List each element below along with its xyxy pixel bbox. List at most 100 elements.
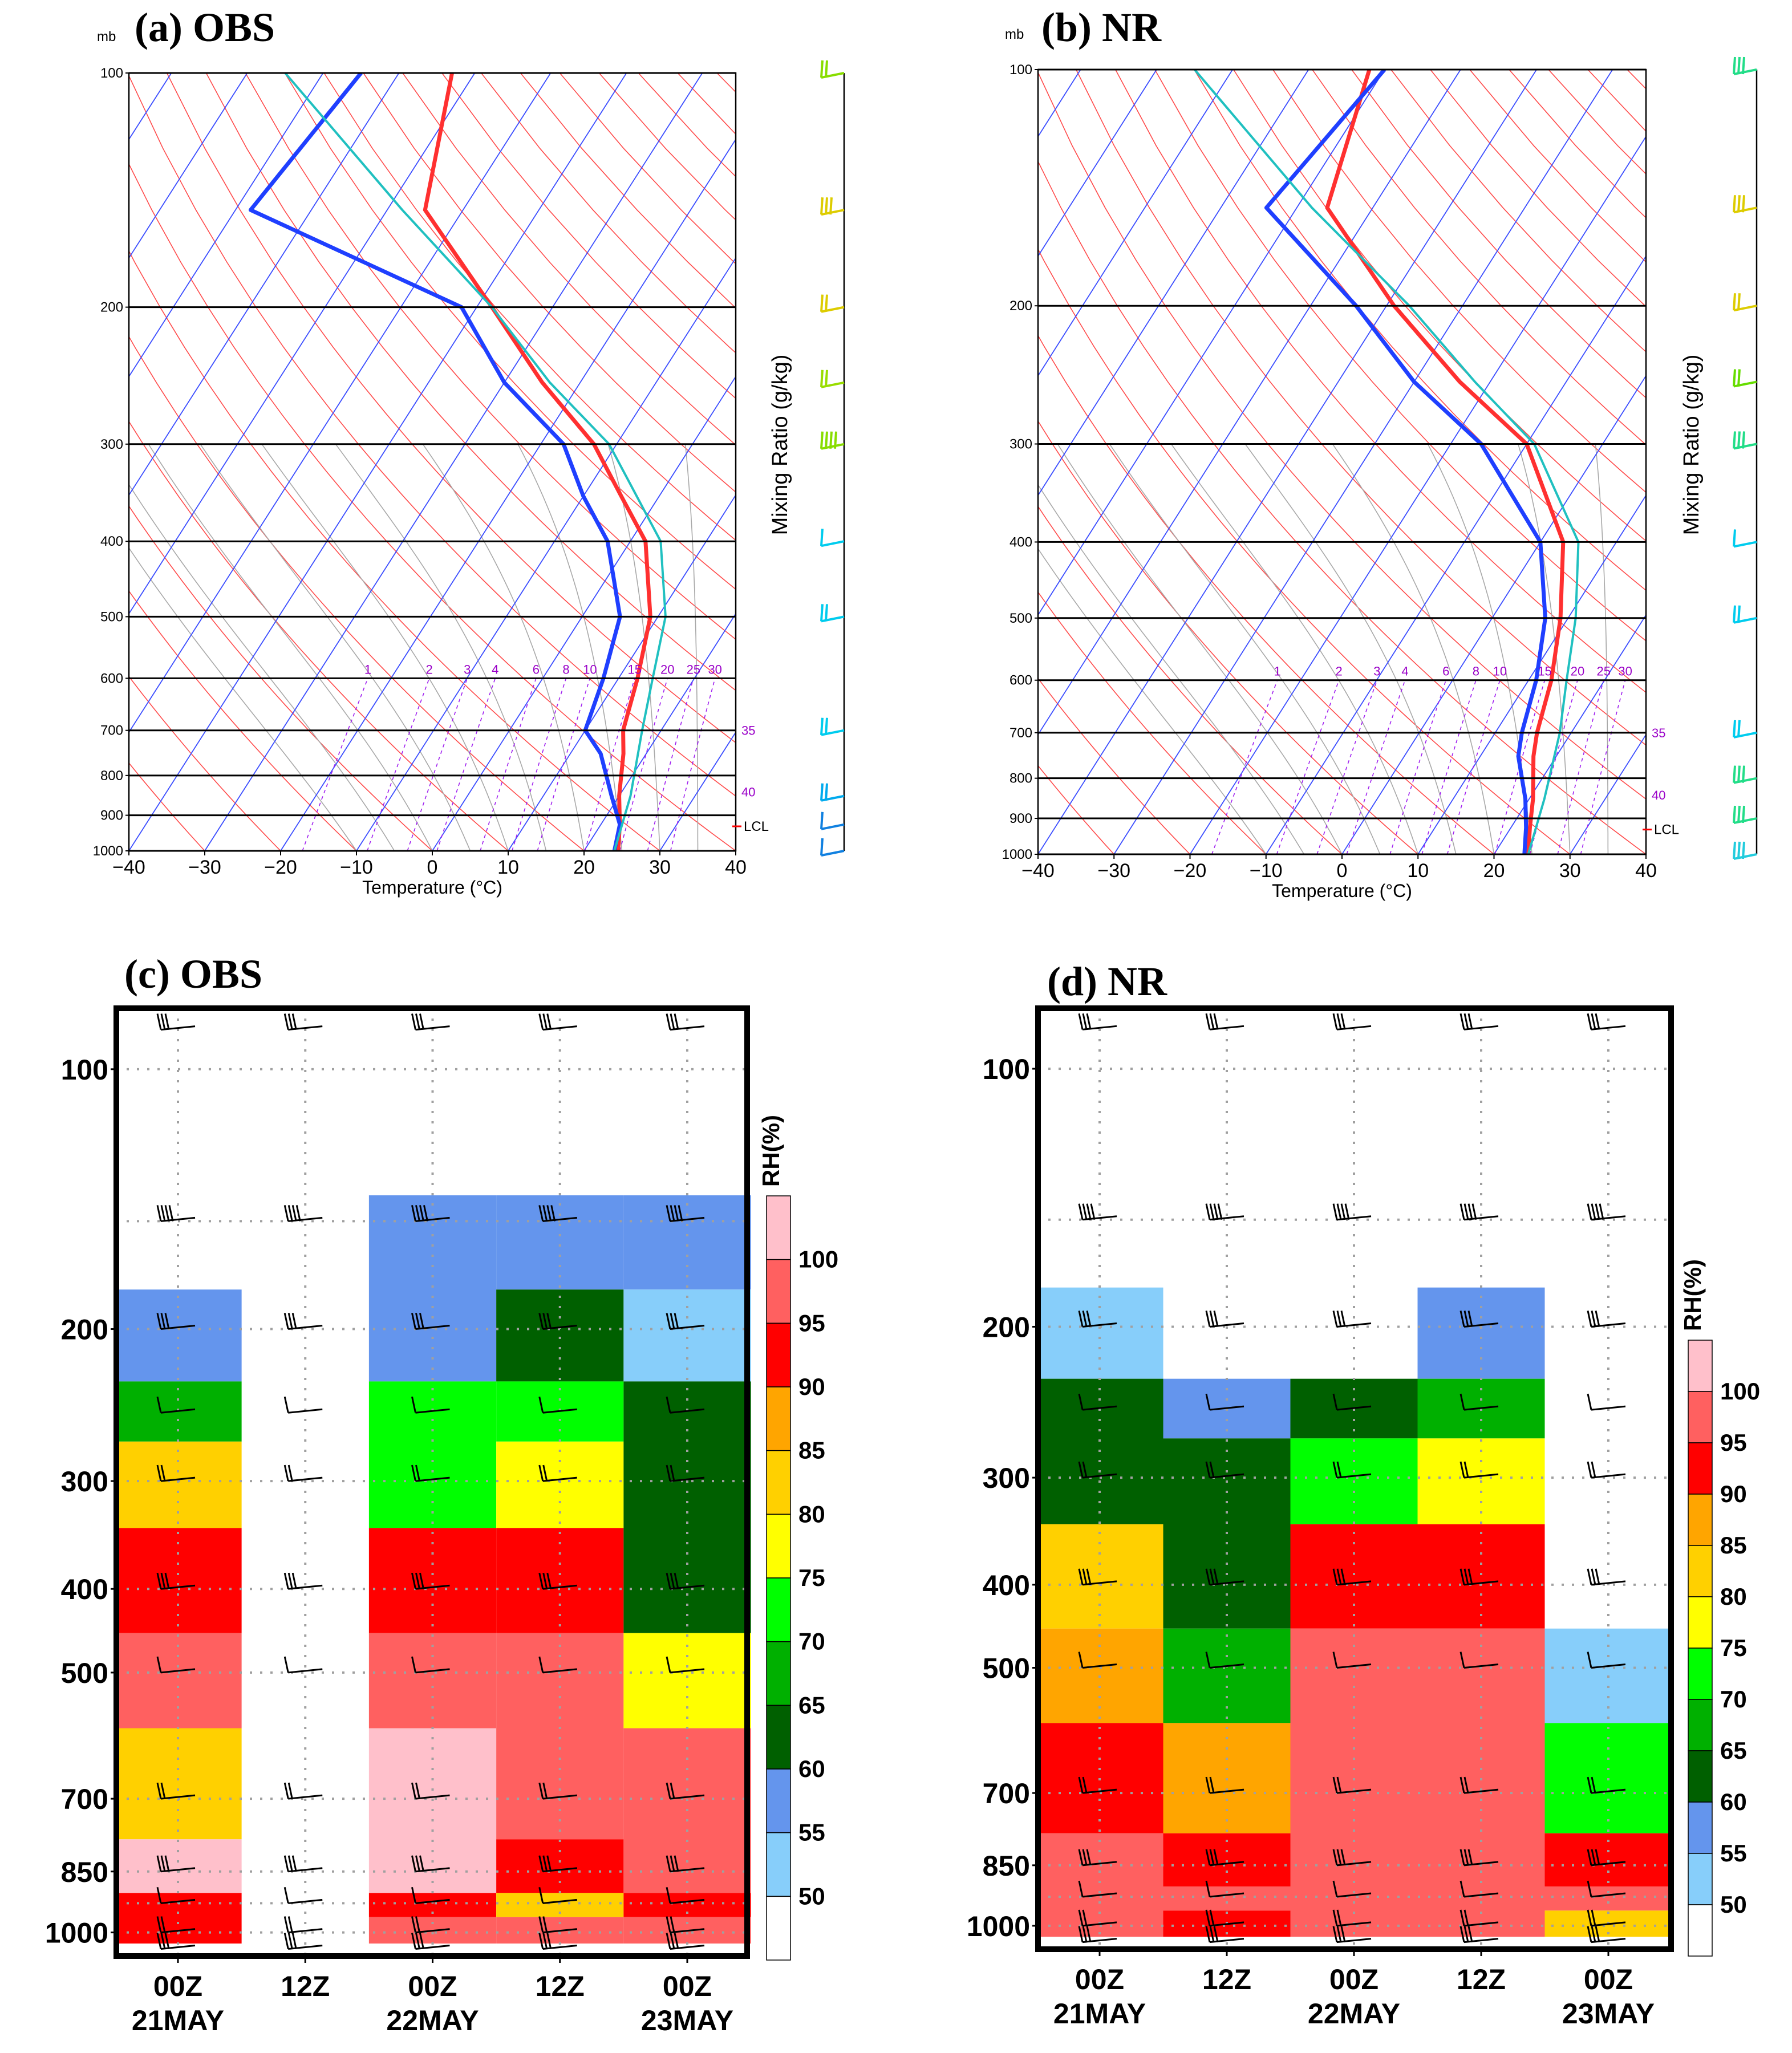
barb-feather — [1213, 1310, 1219, 1327]
isotherm — [129, 73, 248, 259]
barb-shaft — [670, 1794, 705, 1800]
moist-adiabat — [1038, 547, 1267, 854]
barb-feather — [1332, 1909, 1338, 1926]
barb-feather — [1332, 1203, 1338, 1220]
dry-adiabat — [1038, 677, 1191, 854]
barb-feather — [538, 1205, 544, 1222]
time-tick-label: 12Z — [1202, 1963, 1251, 1995]
wind-barb — [1733, 765, 1757, 784]
barb-feather — [1086, 1926, 1092, 1942]
barb-feather — [1467, 1568, 1473, 1585]
barb-feather — [1205, 1926, 1211, 1942]
barb-feather — [670, 1916, 675, 1933]
barb-feather — [1205, 1849, 1211, 1866]
barb-shaft — [1463, 1788, 1499, 1794]
barb-feather — [1340, 1568, 1346, 1585]
barb-shaft — [1591, 1215, 1626, 1221]
wind-barb — [1459, 1776, 1499, 1794]
dry-adiabat — [129, 163, 736, 851]
barb-shaft — [1336, 1215, 1372, 1221]
barb-feather — [156, 1396, 162, 1413]
barb-feather — [1467, 1013, 1473, 1030]
barb-feather — [1332, 1310, 1338, 1327]
barb-feather — [1336, 1013, 1342, 1030]
wind-barb — [411, 1782, 450, 1800]
barb-feather — [283, 1205, 289, 1222]
barb-feather — [1082, 1013, 1088, 1030]
mixing-ratio-label: 25 — [1596, 664, 1610, 679]
barb-shaft — [1336, 1473, 1372, 1479]
barb-shaft — [415, 1216, 450, 1222]
wind-barb — [1332, 1776, 1372, 1794]
dry-adiabat — [1038, 765, 1114, 854]
wind-barb — [1733, 841, 1757, 860]
barb-feather — [1737, 293, 1741, 311]
wind-barb — [538, 1933, 577, 1950]
wind-barb — [538, 1396, 577, 1414]
panel-title-b: (b) NR — [1041, 5, 1162, 50]
barb-feather — [1467, 1310, 1473, 1327]
wind-barb — [666, 1855, 705, 1873]
barb-shaft — [542, 1025, 577, 1031]
mixing-ratio-line — [1316, 680, 1378, 854]
barb-shaft — [415, 1476, 450, 1482]
isotherm — [1265, 255, 1646, 854]
wind-barb — [1205, 1568, 1244, 1586]
barb-feather — [160, 1933, 166, 1949]
wind-barb — [156, 1572, 196, 1590]
pressure-tick-label: 500 — [100, 609, 123, 624]
barb-shaft — [1082, 1580, 1117, 1586]
pressure-tick-label: 1000 — [93, 843, 123, 859]
wind-barb — [283, 1656, 323, 1674]
pressure-tick-label: 300 — [983, 1462, 1030, 1494]
mixing-ratio-label: 15 — [1538, 664, 1551, 679]
barb-feather — [1209, 1909, 1215, 1926]
timeheight-panel-obs: (c) OBS 100200300400500700850100000Z21MA… — [45, 951, 838, 2036]
barb-feather — [1459, 1203, 1465, 1220]
barb-shaft — [160, 1216, 196, 1222]
pressure-tick-label: 700 — [100, 723, 123, 739]
wind-barb — [1733, 431, 1757, 450]
colorbar-tick-label: 55 — [1720, 1840, 1747, 1867]
barb-feather — [168, 1205, 174, 1222]
barb-feather — [1078, 1652, 1084, 1668]
barb-feather — [160, 1572, 166, 1589]
mixing-ratio-label: 20 — [1571, 664, 1584, 679]
barb-feather — [1086, 1568, 1092, 1585]
barb-feather — [1595, 1310, 1600, 1327]
barb-shaft — [1209, 1215, 1244, 1221]
barb-feather — [674, 1933, 679, 1949]
isotherm — [280, 138, 736, 851]
barb-feather — [1737, 56, 1741, 75]
barb-feather — [1463, 1461, 1469, 1478]
time-tick-label: 00Z — [1329, 1963, 1379, 1995]
isotherm — [129, 73, 324, 378]
barb-feather — [156, 1887, 162, 1904]
barb-feather — [1078, 1203, 1084, 1220]
barb-shaft — [1591, 1938, 1626, 1944]
barb-shaft — [1733, 541, 1757, 548]
barb-feather — [287, 1013, 293, 1030]
barb-feather — [1336, 1776, 1342, 1794]
barb-shaft — [1336, 1664, 1372, 1669]
barb-feather — [415, 1205, 420, 1222]
isotherm — [508, 494, 736, 851]
barb-feather — [1332, 1568, 1338, 1585]
barb-shaft — [821, 823, 845, 830]
wind-barb — [411, 1887, 450, 1904]
barb-feather — [1205, 1652, 1211, 1668]
barb-feather — [1737, 841, 1741, 859]
barb-shaft — [160, 1325, 196, 1330]
colorbar-segment — [766, 1768, 791, 1833]
lcl-label: LCL — [1654, 822, 1679, 838]
barb-feather — [538, 1013, 544, 1030]
isotherm — [1113, 70, 1613, 854]
barb-shaft — [670, 1898, 705, 1904]
barb-feather — [419, 1572, 424, 1589]
barb-feather — [1332, 1849, 1338, 1866]
barb-feather — [1733, 529, 1736, 547]
barb-feather — [546, 1572, 552, 1589]
dry-adiabat — [402, 73, 736, 446]
colorbar-segment — [1688, 1340, 1713, 1392]
barb-shaft — [542, 1216, 577, 1222]
